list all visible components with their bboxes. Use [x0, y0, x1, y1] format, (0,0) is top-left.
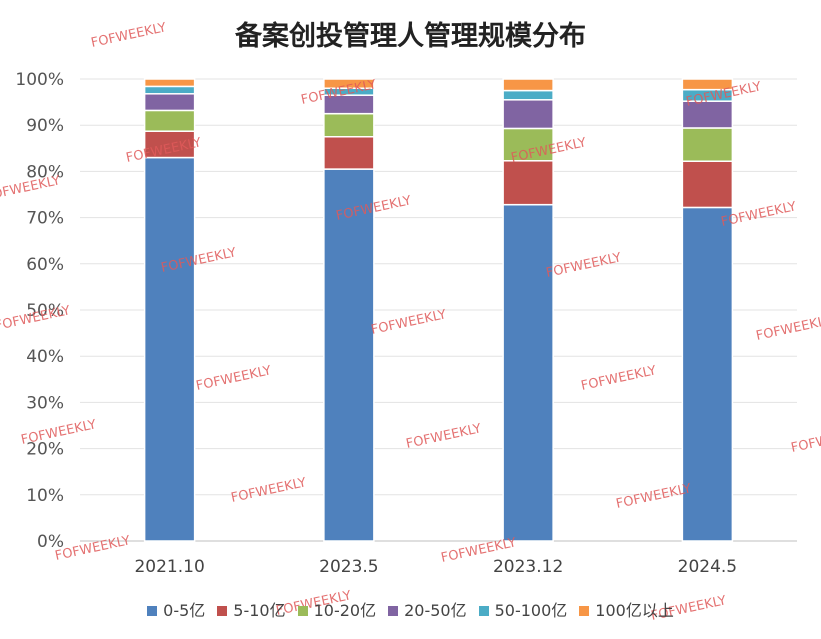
- legend-swatch: [579, 606, 590, 616]
- legend-item[interactable]: 5-10亿: [217, 597, 286, 621]
- watermark-text: FOFWEEKLY: [230, 475, 308, 506]
- bar-segment[interactable]: [323, 112, 375, 138]
- bar-segment[interactable]: [323, 78, 375, 89]
- legend-label: 100亿以上: [595, 601, 674, 620]
- legend-swatch: [147, 606, 158, 616]
- watermark-text: FOFWEEKLY: [90, 20, 168, 51]
- legend: 0-5亿 5-10亿 10-20亿 20-50亿 50-100亿 100亿以上: [0, 597, 821, 621]
- y-tick-label: 90%: [26, 116, 64, 136]
- x-tick-label: 2024.5: [678, 557, 737, 577]
- watermark-text: FOFWEEKLY: [545, 250, 623, 281]
- watermark-text: FOFWEEKLY: [615, 481, 693, 512]
- bar-segment[interactable]: [502, 127, 554, 162]
- chart-title: 备案创投管理人管理规模分布: [235, 21, 586, 52]
- bar-segment[interactable]: [681, 78, 734, 91]
- watermark-text: FOFWEEKLY: [370, 307, 448, 338]
- bar-segment[interactable]: [323, 136, 375, 170]
- watermark-text: FOFWEEKLY: [195, 363, 273, 394]
- watermark-text: FOFWEEKLY: [405, 421, 483, 452]
- watermark-text: FOFWEEKLY: [755, 313, 821, 344]
- y-tick-label: 80%: [26, 162, 64, 182]
- bar-segment[interactable]: [681, 100, 734, 129]
- y-tick-label: 70%: [26, 209, 64, 229]
- y-tick-label: 30%: [26, 393, 64, 413]
- bar-segment[interactable]: [502, 203, 554, 542]
- legend-swatch: [217, 606, 228, 616]
- legend-label: 50-100亿: [494, 601, 568, 620]
- legend-item[interactable]: 50-100亿: [478, 597, 568, 621]
- bar-segment[interactable]: [502, 89, 554, 101]
- watermark-text: FOFWEEKLY: [54, 533, 132, 564]
- legend-item[interactable]: 10-20亿: [297, 597, 377, 621]
- x-tick-label: 2023.5: [319, 557, 378, 577]
- legend-label: 5-10亿: [233, 601, 286, 620]
- bar-segment[interactable]: [143, 78, 196, 88]
- x-tick-label: 2021.10: [134, 557, 204, 577]
- bar-segment[interactable]: [143, 93, 196, 112]
- bar-segment[interactable]: [502, 160, 554, 206]
- legend-item[interactable]: 100亿以上: [579, 597, 674, 621]
- watermark-text: FOFWEEKLY: [790, 425, 821, 456]
- bar-segment[interactable]: [502, 99, 554, 130]
- legend-swatch: [297, 606, 308, 616]
- y-tick-label: 100%: [15, 70, 64, 90]
- y-tick-label: 0%: [37, 532, 64, 552]
- legend-swatch: [388, 606, 399, 616]
- bar-segment[interactable]: [143, 85, 196, 95]
- legend-item[interactable]: 20-50亿: [388, 597, 467, 621]
- y-tick-label: 40%: [26, 347, 64, 367]
- legend-label: 10-20亿: [313, 601, 377, 620]
- y-tick-label: 50%: [26, 301, 64, 321]
- legend-label: 20-50亿: [404, 601, 467, 620]
- bar-segment[interactable]: [143, 156, 196, 542]
- watermark-text: FOFWEEKLY: [580, 363, 658, 394]
- legend-item[interactable]: 0-5亿: [147, 597, 205, 621]
- bar-segment[interactable]: [681, 127, 734, 162]
- bar-segment[interactable]: [143, 109, 196, 132]
- bar-segment[interactable]: [681, 206, 734, 542]
- x-tick-label: 2023.12: [493, 557, 563, 577]
- bar-segment[interactable]: [502, 78, 554, 92]
- y-tick-label: 10%: [26, 486, 64, 506]
- y-tick-label: 20%: [26, 440, 64, 460]
- y-tick-label: 60%: [26, 255, 64, 275]
- bar-segment[interactable]: [323, 168, 375, 542]
- bar-segment[interactable]: [681, 160, 734, 209]
- legend-swatch: [478, 606, 489, 616]
- legend-label: 0-5亿: [163, 601, 206, 620]
